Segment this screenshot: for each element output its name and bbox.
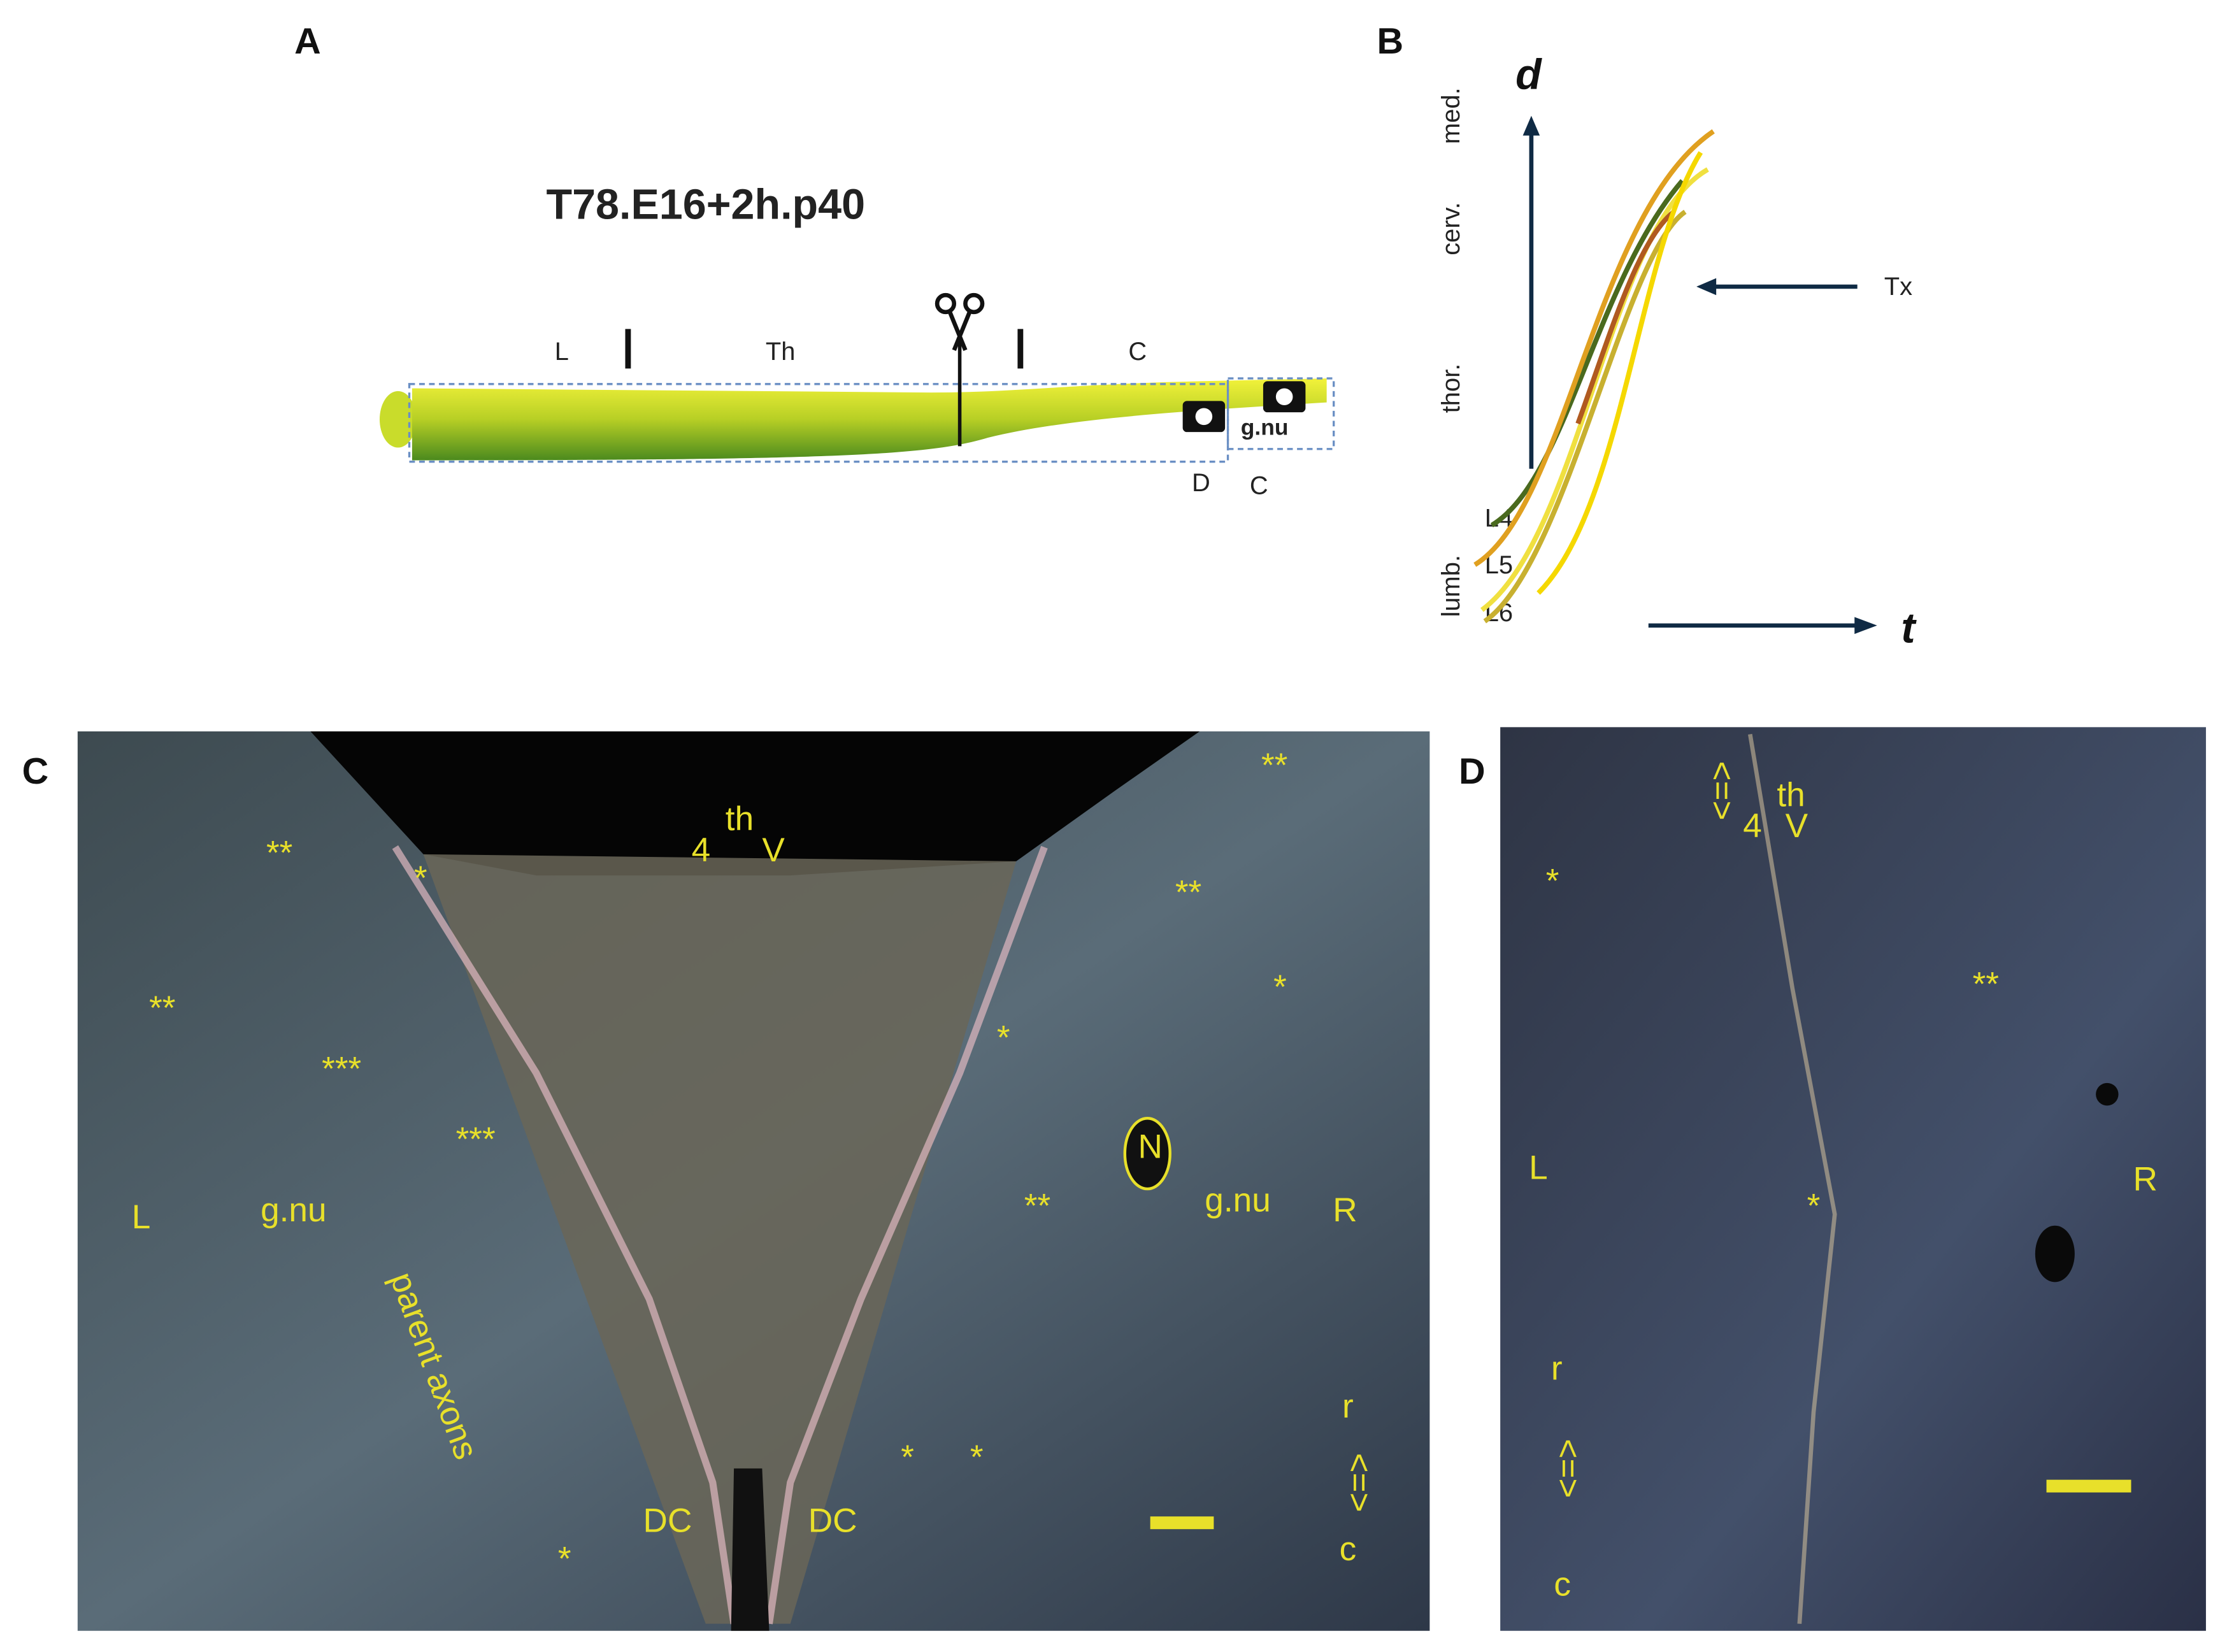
annotation: r: [1551, 1349, 1563, 1387]
annotation: *: [414, 859, 427, 897]
camera-icon: [1263, 381, 1306, 413]
dorsal-fissure: [731, 1468, 770, 1631]
cord-end: [379, 391, 417, 448]
annotation: **: [1175, 873, 1201, 911]
box-c: [1226, 377, 1335, 450]
annotation: *: [558, 1540, 571, 1577]
arrow-head: [1522, 115, 1540, 136]
annotation: ***: [456, 1121, 496, 1158]
curve: [1536, 151, 1703, 595]
title: T78.E16+2h.p40: [546, 182, 865, 229]
annotation: DC: [808, 1502, 857, 1540]
annotation: **: [266, 834, 292, 872]
annotation: c: [1340, 1530, 1357, 1568]
panel-label: D: [1459, 751, 1486, 792]
ventricle: [310, 731, 1200, 876]
ventricle-label: 4: [692, 831, 711, 869]
x-axis-label: t: [1901, 605, 1917, 652]
region-label: med.: [1437, 87, 1465, 144]
annotation: DC: [643, 1502, 692, 1540]
ventricle-label: th: [1777, 776, 1805, 814]
scale-bar: [2046, 1479, 2131, 1493]
annotation: R: [2133, 1160, 2157, 1198]
ventricle-label: 4: [1743, 807, 1762, 845]
panel-label: A: [294, 21, 321, 62]
segment-label: Th: [766, 338, 796, 366]
annotation: L: [132, 1198, 151, 1236]
annotation: g.nu: [1205, 1182, 1270, 1219]
annotations: <=>***L*Rr<=>c: [1529, 761, 2158, 1604]
annotation: *: [997, 1019, 1010, 1057]
spinal-cord: [412, 378, 1327, 461]
pial-edge: [392, 845, 738, 1625]
annotation: *: [1546, 863, 1559, 900]
scissors-icon: [935, 292, 985, 351]
pial-edge: [766, 845, 1048, 1625]
segment-label: L: [555, 338, 569, 366]
segment-divider: [1017, 329, 1024, 369]
annotation: N: [1138, 1128, 1162, 1165]
annotation: g.nu: [261, 1191, 326, 1229]
box-label: g.nu: [1241, 415, 1289, 440]
annotation: <=>: [1703, 761, 1740, 821]
box-d: [408, 383, 1229, 463]
annotation: c: [1554, 1565, 1571, 1603]
camera-icon: [1182, 401, 1226, 433]
region-label: thor.: [1437, 364, 1465, 413]
region-label: lumb.: [1437, 555, 1465, 617]
annotation: L: [1529, 1149, 1548, 1187]
curve: [1490, 179, 1684, 528]
vessel: [2096, 1082, 2119, 1106]
arrow-head: [1696, 278, 1717, 296]
curve: [1483, 210, 1687, 624]
annotation: ***: [322, 1050, 361, 1088]
region-label: cerv.: [1437, 202, 1465, 255]
annotation: *: [1273, 968, 1287, 1006]
annotation: r: [1342, 1388, 1354, 1425]
segment-divider: [625, 329, 631, 369]
curve: [1480, 167, 1709, 612]
curve: [1473, 129, 1715, 567]
curve: [1575, 210, 1676, 425]
micrograph: [1500, 727, 2206, 1631]
annotation: <=>: [1549, 1439, 1587, 1498]
annotation: R: [1333, 1191, 1357, 1229]
midline: [1748, 733, 1837, 1624]
annotation: **: [1261, 747, 1287, 784]
box-name: C: [1250, 472, 1268, 500]
arrow-label: Tx: [1884, 273, 1912, 301]
arrow-head: [1854, 617, 1877, 635]
annotation: *: [901, 1439, 914, 1476]
vessel: [2035, 1225, 2075, 1282]
y-axis-label: d: [1515, 52, 1542, 99]
annotation: <=>: [1340, 1453, 1378, 1512]
ventricle-label: V: [1786, 807, 1808, 845]
midline-tissue: [423, 854, 1017, 1624]
scale-bar: [1150, 1516, 1214, 1530]
panel-label: C: [22, 751, 49, 792]
panel-label: B: [1377, 21, 1404, 62]
annotation: *: [1807, 1187, 1821, 1225]
annotation: *: [970, 1439, 984, 1476]
box-name: D: [1192, 469, 1210, 497]
segment-label: C: [1128, 338, 1147, 366]
ventricle-label: V: [762, 831, 785, 869]
annotation: **: [149, 989, 175, 1027]
annotation: **: [1024, 1187, 1050, 1225]
ventricle-label: th: [726, 800, 754, 838]
growth-curves: [1473, 129, 1715, 624]
annotation: **: [1973, 965, 1999, 1003]
nucleus-marker: [1123, 1117, 1171, 1191]
